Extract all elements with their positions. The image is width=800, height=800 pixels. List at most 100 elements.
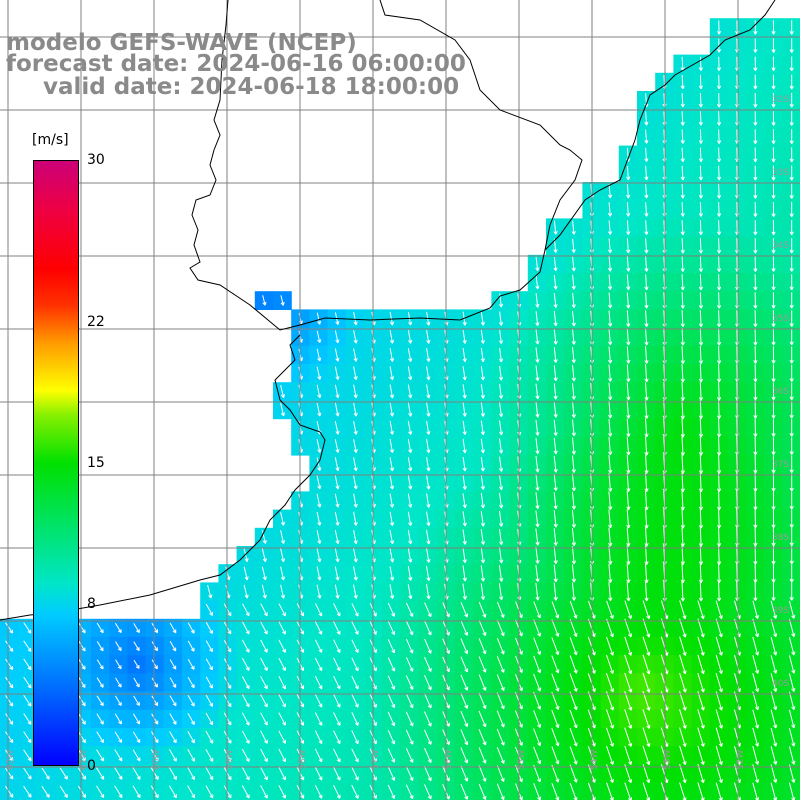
wind-arrow: [389, 566, 394, 581]
wind-arrow: [681, 563, 684, 583]
wind-arrow: [333, 603, 341, 617]
wind-arrow: [718, 563, 720, 583]
wind-arrow: [699, 400, 702, 419]
wind-arrow-head: [280, 558, 284, 563]
wind-arrow-head: [498, 468, 502, 472]
wind-arrow-head: [666, 706, 669, 711]
wind-arrow: [187, 695, 195, 707]
wind-arrow-head: [789, 469, 793, 474]
wind-arrow-head: [716, 158, 720, 163]
wind-arrow-head: [336, 686, 341, 690]
wind-arrow-head: [480, 504, 484, 509]
wind-arrow-head: [573, 743, 577, 747]
wind-arrow-head: [301, 430, 304, 435]
wind-arrow: [608, 491, 611, 510]
wind-arrow-head: [464, 651, 468, 655]
wind-arrow: [645, 563, 648, 583]
wind-arrow-head: [626, 543, 630, 547]
wind-arrow-head: [553, 359, 557, 363]
wind-arrow-head: [627, 212, 631, 217]
wind-arrow-head: [735, 213, 738, 217]
wind-arrow-head: [462, 577, 466, 582]
wind-arrow-head: [45, 795, 50, 798]
wind-arrow-head: [571, 414, 575, 418]
wind-arrow-head: [317, 577, 321, 581]
lon-label: 57W: [371, 749, 381, 770]
wind-arrow-head: [644, 488, 648, 492]
wind-arrow: [480, 420, 484, 435]
wind-arrow-head: [753, 378, 756, 383]
wind-arrow-head: [172, 648, 176, 652]
wind-arrow-head: [571, 506, 575, 510]
wind-arrow-head: [771, 268, 775, 272]
wind-arrow-head: [353, 321, 357, 326]
wind-arrow-head: [373, 650, 377, 654]
wind-arrow-head: [100, 795, 104, 798]
wind-arrow: [23, 785, 32, 798]
wind-arrow-head: [682, 652, 686, 656]
wind-arrow-head: [64, 795, 68, 798]
wind-arrow: [572, 383, 575, 400]
wind-arrow-head: [662, 231, 666, 235]
wind-arrow: [499, 510, 502, 527]
wind-arrow: [316, 548, 321, 563]
wind-arrow-head: [518, 669, 523, 673]
wind-arrow: [314, 603, 323, 617]
wind-arrow-head: [283, 576, 286, 581]
wind-arrow-head: [518, 706, 523, 710]
wind-arrow: [351, 784, 359, 799]
wind-arrow-head: [789, 378, 793, 382]
wind-arrow-head: [789, 122, 793, 126]
wind-arrow-head: [445, 650, 450, 654]
wind-arrow-head: [210, 594, 213, 599]
wind-arrow: [679, 782, 686, 800]
wind-arrow-head: [700, 158, 704, 163]
wind-arrow-head: [391, 705, 395, 708]
wind-arrow: [114, 749, 123, 762]
wind-arrow-head: [480, 523, 484, 527]
wind-arrow: [660, 727, 668, 747]
wind-arrow: [115, 641, 122, 651]
wind-arrow-head: [464, 742, 468, 746]
wind-arrow-head: [609, 451, 613, 456]
wind-arrow-head: [9, 703, 13, 707]
wind-arrow-head: [735, 323, 738, 328]
wind-arrow-head: [335, 376, 339, 380]
wind-arrow: [553, 582, 557, 601]
wind-arrow: [353, 584, 357, 599]
wind-arrow-head: [680, 231, 684, 236]
wind-arrow-head: [735, 268, 738, 272]
wind-arrow-head: [771, 49, 775, 53]
wind-arrow-head: [100, 740, 104, 743]
wind-arrow-head: [773, 761, 777, 765]
wind-arrow-head: [9, 758, 14, 762]
wind-arrow: [734, 600, 741, 619]
wind-arrow-head: [771, 396, 775, 401]
wind-arrow: [169, 677, 177, 688]
wind-arrow: [645, 165, 648, 180]
wind-arrow: [553, 401, 557, 418]
wind-arrow: [169, 659, 177, 670]
wind-arrow: [571, 546, 575, 565]
wind-arrow: [387, 711, 395, 727]
wind-arrow: [114, 713, 122, 725]
wind-arrow: [752, 691, 759, 711]
wind-arrow-head: [753, 469, 756, 474]
wind-arrow: [624, 672, 632, 693]
wind-arrow: [734, 636, 741, 656]
wind-arrow-head: [245, 795, 250, 799]
wind-arrow: [132, 767, 141, 780]
coastline-south: [0, 334, 326, 621]
wind-arrow-head: [498, 431, 502, 436]
wind-arrow: [699, 93, 702, 108]
wind-arrow-head: [209, 667, 213, 671]
wind-arrow-head: [263, 613, 268, 617]
wind-arrow: [718, 364, 720, 383]
wind-arrow-head: [335, 467, 339, 472]
wind-arrow-head: [718, 634, 722, 638]
wind-arrow: [626, 454, 630, 474]
wind-arrow: [23, 749, 32, 762]
wind-arrow: [242, 603, 250, 616]
wind-arrow-head: [82, 758, 86, 762]
wind-arrow: [133, 695, 140, 706]
